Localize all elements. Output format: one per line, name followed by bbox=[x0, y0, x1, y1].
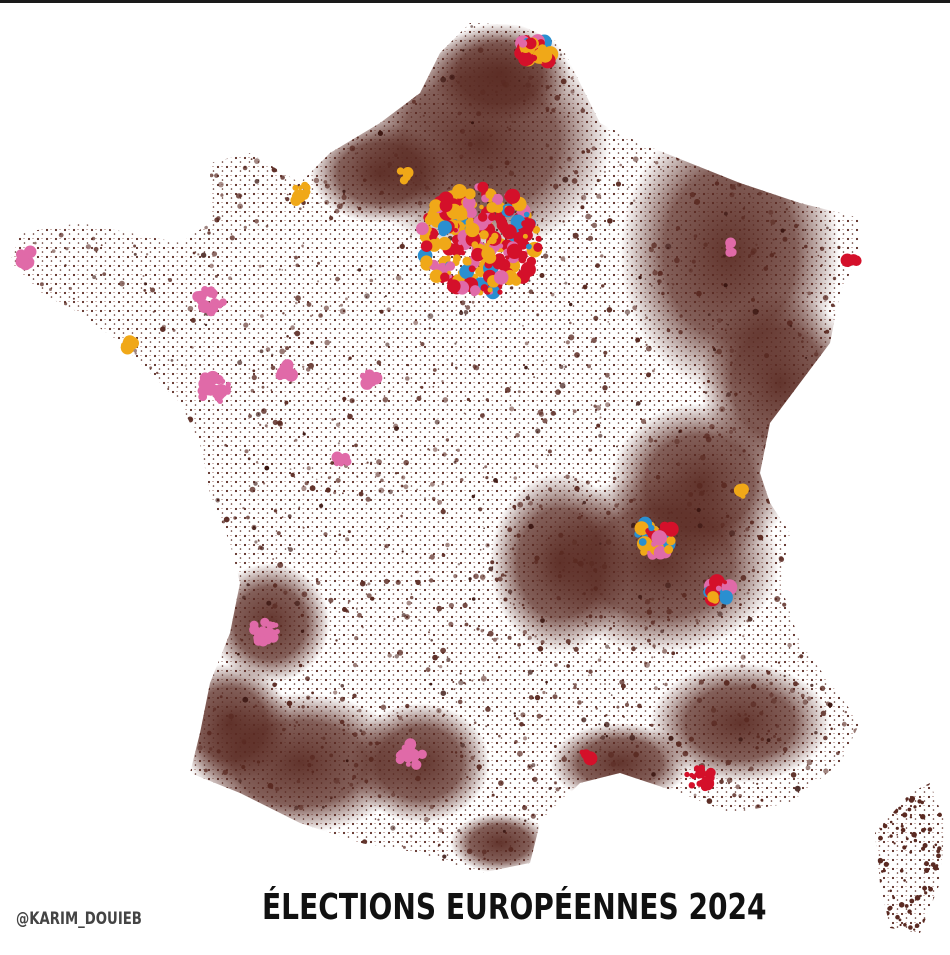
france-dot-map bbox=[10, 23, 945, 933]
mainland-france bbox=[10, 23, 860, 873]
city-clusters bbox=[15, 34, 862, 792]
map-title: ÉLECTIONS EUROPÉENNES 2024 bbox=[262, 887, 767, 928]
credit-handle: @KARIM_DOUIEB bbox=[16, 909, 142, 929]
corsica bbox=[875, 783, 945, 933]
